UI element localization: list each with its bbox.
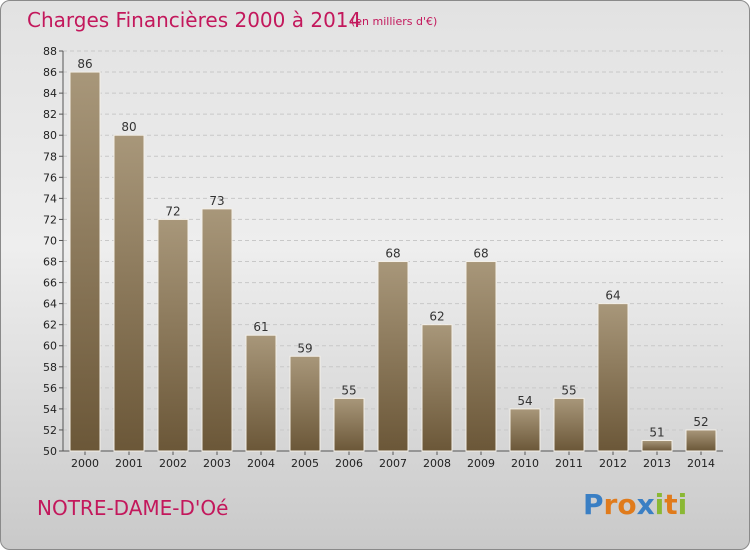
bar bbox=[685, 429, 717, 452]
bar bbox=[597, 303, 629, 452]
y-tick-label: 84 bbox=[43, 87, 57, 100]
x-tick-label: 2013 bbox=[643, 457, 671, 470]
value-label: 73 bbox=[209, 194, 224, 208]
y-tick-label: 82 bbox=[43, 108, 57, 121]
value-label: 68 bbox=[385, 247, 400, 261]
y-tick-label: 86 bbox=[43, 66, 57, 79]
bar bbox=[553, 397, 585, 452]
y-tick-label: 66 bbox=[43, 277, 57, 290]
bar bbox=[641, 439, 673, 452]
y-tick-label: 54 bbox=[43, 403, 57, 416]
bar bbox=[113, 134, 145, 452]
bars bbox=[69, 71, 717, 452]
x-tick-label: 2012 bbox=[599, 457, 627, 470]
bar bbox=[333, 397, 365, 452]
value-label: 86 bbox=[77, 57, 92, 71]
labels: 50 52 54 56 58 60 62 64 66 68 70 72 74 76 78 80 82 84 86 88… bbox=[43, 45, 715, 470]
y-tick-label: 50 bbox=[43, 445, 57, 458]
y-tick-label: 88 bbox=[43, 45, 57, 58]
x-tick-label: 2011 bbox=[555, 457, 583, 470]
chart-unit: (en milliers d'€) bbox=[351, 15, 438, 28]
value-label: 55 bbox=[341, 383, 356, 397]
x-tick-label: 2002 bbox=[159, 457, 187, 470]
value-label: 54 bbox=[517, 394, 532, 408]
x-tick-label: 2001 bbox=[115, 457, 143, 470]
y-tick-label: 74 bbox=[43, 192, 57, 205]
y-tick-label: 56 bbox=[43, 382, 57, 395]
value-label: 68 bbox=[473, 247, 488, 261]
value-label: 55 bbox=[561, 383, 576, 397]
x-tick-label: 2010 bbox=[511, 457, 539, 470]
y-tick-label: 68 bbox=[43, 256, 57, 269]
x-tick-label: 2006 bbox=[335, 457, 363, 470]
x-tick-label: 2007 bbox=[379, 457, 407, 470]
x-tick-label: 2004 bbox=[247, 457, 275, 470]
logo-letter: i bbox=[654, 488, 665, 521]
bar bbox=[157, 218, 189, 452]
value-label: 59 bbox=[297, 341, 312, 355]
value-label: 64 bbox=[605, 289, 620, 303]
y-tick-label: 72 bbox=[43, 213, 57, 226]
logo-letter: o bbox=[617, 488, 637, 521]
y-tick-label: 60 bbox=[43, 340, 57, 353]
x-tick-label: 2009 bbox=[467, 457, 495, 470]
y-tick-label: 70 bbox=[43, 234, 57, 247]
bar bbox=[245, 334, 277, 452]
bar bbox=[465, 261, 497, 452]
logo-letter: P bbox=[583, 488, 604, 521]
y-tick-label: 52 bbox=[43, 424, 57, 437]
logo-letter: i bbox=[677, 488, 688, 521]
y-tick-label: 76 bbox=[43, 171, 57, 184]
y-tick-label: 58 bbox=[43, 361, 57, 374]
value-label: 51 bbox=[649, 425, 664, 439]
value-label: 80 bbox=[121, 120, 136, 134]
logo-letter: t bbox=[664, 488, 678, 521]
value-label: 72 bbox=[165, 204, 180, 218]
bar bbox=[377, 261, 409, 452]
y-tick-label: 62 bbox=[43, 319, 57, 332]
logo-letter: r bbox=[603, 488, 618, 521]
x-tick-label: 2014 bbox=[687, 457, 715, 470]
logo-letter: x bbox=[636, 488, 655, 521]
value-label: 61 bbox=[253, 320, 268, 334]
bar bbox=[69, 71, 101, 452]
bar bbox=[509, 408, 541, 452]
value-label: 52 bbox=[693, 415, 708, 429]
x-tick-label: 2005 bbox=[291, 457, 319, 470]
value-label: 62 bbox=[429, 310, 444, 324]
proxiti-logo[interactable]: Proxiti bbox=[583, 488, 687, 521]
y-tick-label: 64 bbox=[43, 298, 57, 311]
bar bbox=[289, 355, 321, 452]
commune-name: NOTRE-DAME-D'Oé bbox=[37, 496, 229, 520]
x-tick-label: 2000 bbox=[71, 457, 99, 470]
bar bbox=[201, 208, 233, 452]
bar bbox=[421, 324, 453, 452]
y-tick-label: 78 bbox=[43, 150, 57, 163]
x-tick-label: 2008 bbox=[423, 457, 451, 470]
x-tick-label: 2003 bbox=[203, 457, 231, 470]
chart-title: Charges Financières 2000 à 2014 bbox=[27, 8, 362, 32]
y-tick-label: 80 bbox=[43, 129, 57, 142]
